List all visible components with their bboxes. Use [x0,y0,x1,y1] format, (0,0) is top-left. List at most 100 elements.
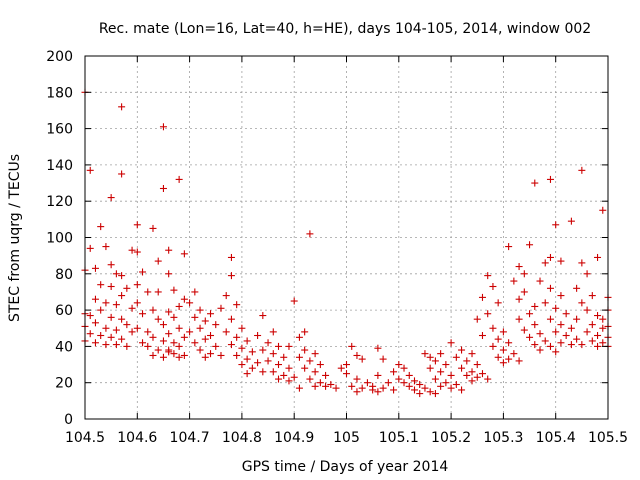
data-point [541,337,549,345]
data-point [102,299,110,307]
data-point [468,377,476,385]
chart-title: Rec. mate (Lon=16, Lat=40, h=HE), days 1… [99,21,591,37]
data-point [369,382,377,390]
data-point [306,357,314,365]
data-point [123,321,131,329]
data-point [227,341,235,349]
data-point [594,253,602,261]
data-point [107,313,115,321]
data-point [567,324,575,332]
data-point [311,382,319,390]
data-point [269,350,277,358]
data-point [243,355,251,363]
x-tick-label: 104.8 [222,430,262,446]
data-point [154,315,162,323]
data-point [557,292,565,300]
data-point [426,364,434,372]
data-point [410,386,418,394]
data-point [175,175,183,183]
data-point [175,342,183,350]
data-point [118,170,126,178]
data-point [301,364,309,372]
data-point [175,302,183,310]
data-point [191,313,199,321]
data-point [128,246,136,254]
data-point [149,333,157,341]
data-point [505,339,513,347]
data-point [400,379,408,387]
data-point [186,328,194,336]
data-point [254,332,262,340]
data-point [133,248,141,256]
data-point [165,330,173,338]
data-point [275,361,283,369]
data-point [86,166,94,174]
data-point [499,359,507,367]
y-axis-label: STEC from uqrg / TECUs [7,154,23,322]
data-point [118,315,126,323]
data-point [332,384,340,392]
data-point [520,288,528,296]
data-point [374,344,382,352]
data-point [588,337,596,345]
data-point [416,390,424,398]
data-point [149,306,157,314]
data-point [254,359,262,367]
data-point [567,217,575,225]
data-point [118,272,126,280]
data-point [505,243,513,251]
data-point [133,281,141,289]
data-point [494,335,502,343]
data-point [154,288,162,296]
data-point [112,341,120,349]
data-point [478,293,486,301]
data-point [222,292,230,300]
data-point [133,324,141,332]
data-point [86,330,94,338]
data-point [196,346,204,354]
data-point [118,103,126,111]
data-point [515,263,523,271]
data-point [222,328,230,336]
data-point [588,292,596,300]
data-point [546,175,554,183]
data-point [541,259,549,267]
data-point [269,368,277,376]
data-point [107,261,115,269]
data-point [285,342,293,350]
data-point [91,339,99,347]
data-point [583,306,591,314]
data-point [112,326,120,334]
data-point [165,308,173,316]
data-point [494,299,502,307]
data-point [154,257,162,265]
y-tick-label: 60 [55,303,73,319]
data-point [91,264,99,272]
data-point [264,357,272,365]
data-point [484,375,492,383]
data-point [442,379,450,387]
data-point [159,337,167,345]
data-point [546,342,554,350]
y-tick-label: 80 [55,267,73,283]
data-point [358,355,366,363]
data-point [489,283,497,291]
data-point [541,299,549,307]
axis-ticks [84,55,609,420]
data-point [170,350,178,358]
data-point [573,284,581,292]
data-point [536,277,544,285]
data-point [322,382,330,390]
x-tick-label: 104.9 [274,430,314,446]
data-point [348,342,356,350]
data-point [552,304,560,312]
data-point [295,384,303,392]
data-point [316,361,324,369]
data-point [295,353,303,361]
data-point [489,324,497,332]
data-point [526,333,534,341]
data-point [515,295,523,303]
data-point [123,284,131,292]
data-point [280,371,288,379]
data-point [233,301,241,309]
